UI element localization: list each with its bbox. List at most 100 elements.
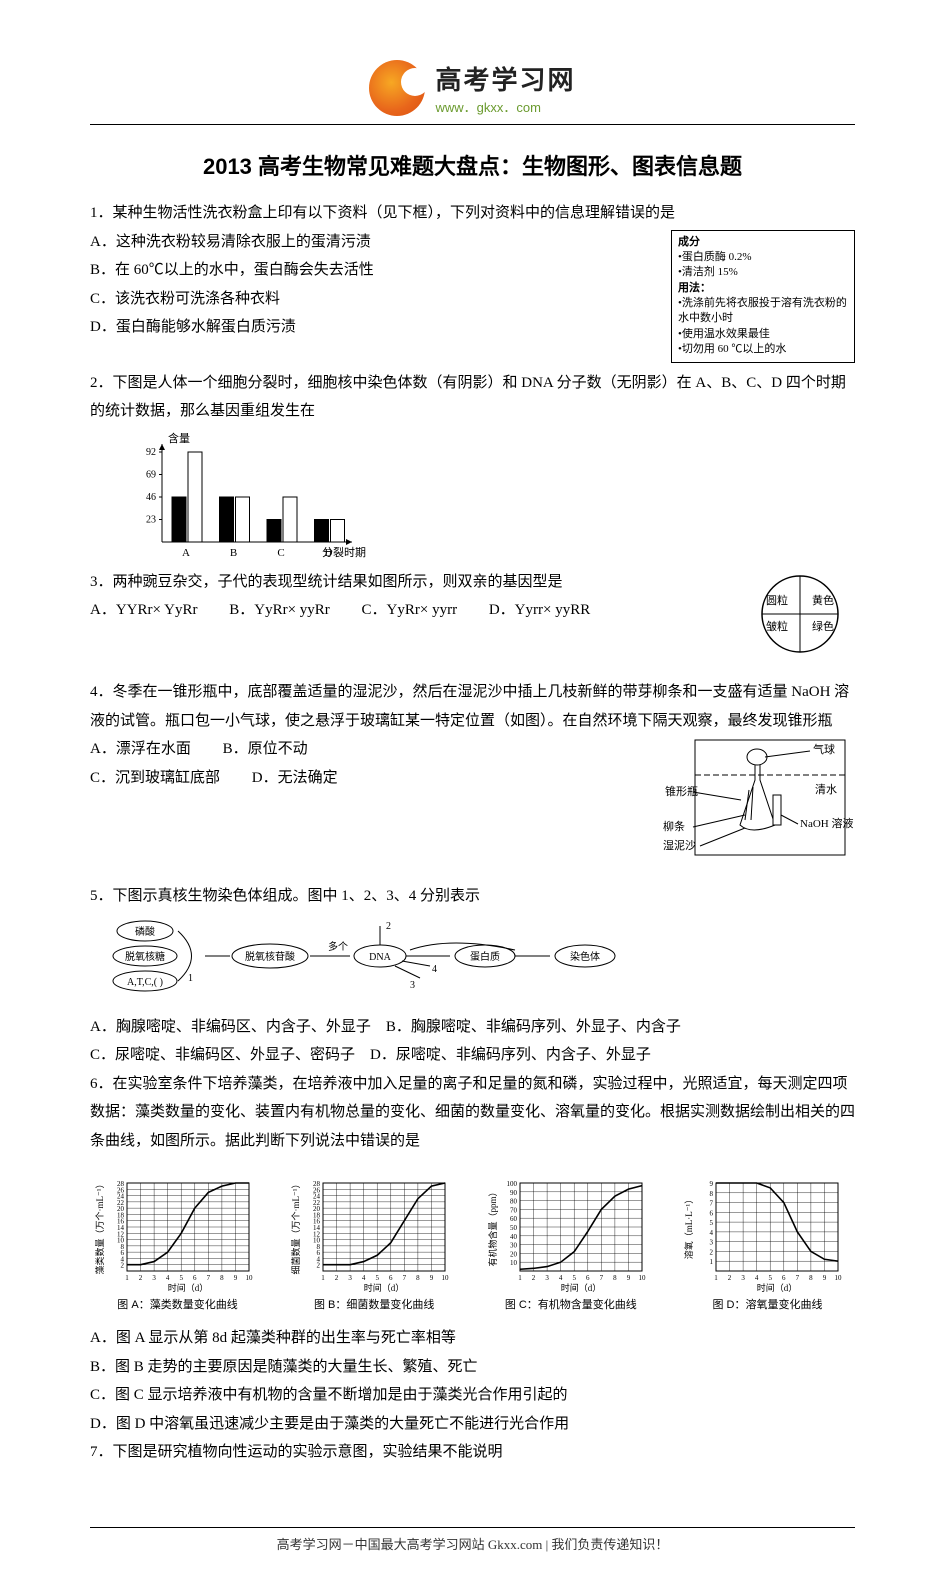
pie-label-tl: 圆粒 bbox=[766, 593, 788, 607]
q4-optC: C．沉到玻璃缸底部 bbox=[90, 764, 220, 793]
question-6: 6．在实验室条件下培养藻类，在培养液中加入足量的离子和足量的氮和磷，实验过程中，… bbox=[90, 1070, 855, 1438]
q6-optC: C．图 C 显示培养液中有机物的含量不断增加是由于藻类光合作用引起的 bbox=[90, 1381, 855, 1410]
lbl-naoh: NaOH 溶液 bbox=[800, 816, 853, 830]
q6d-caption: 图 D：溶氧量变化曲线 bbox=[680, 1295, 855, 1316]
q6-chart-c: 10203040506070809010012345678910时间（d）有机物… bbox=[483, 1163, 658, 1316]
svg-text:8: 8 bbox=[810, 1274, 814, 1282]
lbl-flask: 锥形瓶 bbox=[665, 784, 698, 798]
svg-text:10: 10 bbox=[442, 1274, 450, 1282]
q5-stem: 5．下图示真核生物染色体组成。图中 1、2、3、4 分别表示 bbox=[90, 882, 855, 911]
q6-optA: A．图 A 显示从第 8d 起藻类种群的出生率与死亡率相等 bbox=[90, 1324, 855, 1353]
q6c-caption: 图 C：有机物含量变化曲线 bbox=[483, 1295, 658, 1316]
page-title: 2013 高考生物常见难题大盘点：生物图形、图表信息题 bbox=[90, 149, 855, 181]
svg-text:7: 7 bbox=[710, 1200, 714, 1208]
svg-text:2: 2 bbox=[728, 1274, 732, 1282]
q6-chart-d: 12345678912345678910时间（d）溶氧（mL·L⁻¹） 图 D：… bbox=[680, 1163, 855, 1316]
svg-text:2: 2 bbox=[710, 1249, 714, 1257]
question-7: 7．下图是研究植物向性运动的实验示意图，实验结果不能说明 bbox=[90, 1438, 855, 1467]
svg-text:4: 4 bbox=[755, 1274, 759, 1282]
svg-text:含量: 含量 bbox=[168, 432, 190, 445]
svg-text:90: 90 bbox=[510, 1189, 518, 1197]
svg-text:A: A bbox=[182, 547, 190, 559]
svg-text:2: 2 bbox=[386, 921, 391, 932]
svg-text:100: 100 bbox=[506, 1180, 517, 1188]
q4-stem: 4．冬季在一锥形瓶中，底部覆盖适量的湿泥沙，然后在湿泥沙中插上几枝新鲜的带芽柳条… bbox=[90, 678, 855, 735]
svg-text:70: 70 bbox=[510, 1207, 518, 1215]
lbl-sand: 湿泥沙 bbox=[663, 839, 696, 852]
svg-text:2: 2 bbox=[335, 1274, 339, 1282]
svg-text:4: 4 bbox=[432, 964, 437, 975]
q1-box-l3: •清洁剂 15% bbox=[678, 265, 848, 280]
svg-text:6: 6 bbox=[389, 1274, 393, 1282]
svg-text:3: 3 bbox=[152, 1274, 156, 1282]
svg-text:3: 3 bbox=[410, 980, 415, 991]
svg-text:1: 1 bbox=[518, 1274, 522, 1282]
q4-optB: B．原位不动 bbox=[223, 735, 308, 764]
svg-text:C: C bbox=[277, 547, 284, 559]
svg-text:B: B bbox=[230, 547, 237, 559]
svg-text:92: 92 bbox=[146, 447, 156, 458]
svg-text:6: 6 bbox=[193, 1274, 197, 1282]
question-3: 圆粒 黄色 皱粒 绿色 3．两种豌豆杂交，子代的表现型统计结果如图所示，则双亲的… bbox=[90, 568, 855, 679]
svg-text:5: 5 bbox=[179, 1274, 183, 1282]
svg-text:磷酸: 磷酸 bbox=[135, 925, 155, 938]
q2-stem: 2．下图是人体一个细胞分裂时，细胞核中染色体数（有阴影）和 DNA 分子数（无阴… bbox=[90, 369, 855, 426]
lbl-willow: 柳条 bbox=[663, 819, 685, 833]
svg-text:蛋白质: 蛋白质 bbox=[470, 950, 500, 963]
q1-box-l2: •蛋白质酶 0.2% bbox=[678, 250, 848, 265]
svg-text:10: 10 bbox=[638, 1274, 646, 1282]
q3-options: A．YYRr× YyRr B．YyRr× yyRr C．YyRr× yyrr D… bbox=[90, 596, 855, 625]
svg-text:时间（d）: 时间（d） bbox=[757, 1282, 798, 1293]
svg-text:7: 7 bbox=[403, 1274, 407, 1282]
q1-box-l1: 成分 bbox=[678, 235, 848, 250]
svg-text:20: 20 bbox=[510, 1251, 518, 1259]
svg-text:1: 1 bbox=[715, 1274, 719, 1282]
q6-chart-a: 24681012141618202224262812345678910时间（d）… bbox=[90, 1163, 265, 1316]
q6-stem: 6．在实验室条件下培养藻类，在培养液中加入足量的离子和足量的氮和磷，实验过程中，… bbox=[90, 1070, 855, 1156]
svg-text:8: 8 bbox=[613, 1274, 617, 1282]
q3-optB: B．YyRr× yyRr bbox=[229, 596, 330, 625]
site-logo: 高考学习网 www．gkxx．com bbox=[90, 60, 855, 116]
svg-text:10: 10 bbox=[245, 1274, 253, 1282]
svg-text:8: 8 bbox=[220, 1274, 224, 1282]
svg-text:1: 1 bbox=[710, 1258, 714, 1266]
svg-text:脱氧核糖: 脱氧核糖 bbox=[125, 950, 165, 963]
svg-text:有机物含量（ppm）: 有机物含量（ppm） bbox=[487, 1188, 498, 1267]
q3-optD: D．Yyrr× yyRR bbox=[489, 596, 590, 625]
svg-text:9: 9 bbox=[710, 1180, 714, 1188]
q7-stem: 7．下图是研究植物向性运动的实验示意图，实验结果不能说明 bbox=[90, 1438, 855, 1467]
q5-optC: C．尿嘧啶、非编码区、外显子、密码子 bbox=[90, 1047, 355, 1063]
question-4: 4．冬季在一锥形瓶中，底部覆盖适量的湿泥沙，然后在湿泥沙中插上几枝新鲜的带芽柳条… bbox=[90, 678, 855, 882]
svg-text:9: 9 bbox=[233, 1274, 237, 1282]
svg-text:1: 1 bbox=[125, 1274, 129, 1282]
svg-text:2: 2 bbox=[532, 1274, 536, 1282]
q4-optD: D．无法确定 bbox=[252, 764, 338, 793]
svg-text:5: 5 bbox=[572, 1274, 576, 1282]
q6-optB: B．图 B 走势的主要原因是随藻类的大量生长、繁殖、死亡 bbox=[90, 1353, 855, 1382]
q2-bar-chart: 含量23466992ABCD分裂时期 bbox=[120, 432, 380, 562]
svg-text:60: 60 bbox=[510, 1215, 518, 1223]
question-1: 1．某种生物活性洗衣粉盒上印有以下资料（见下框），下列对资料中的信息理解错误的是… bbox=[90, 199, 855, 369]
q1-box-l6: •使用温水效果最佳 bbox=[678, 327, 848, 342]
svg-text:30: 30 bbox=[510, 1242, 518, 1250]
q3-stem: 3．两种豌豆杂交，子代的表现型统计结果如图所示，则双亲的基因型是 bbox=[90, 568, 855, 597]
q5-optB: B．胸腺嘧啶、非编码序列、外显子、内含子 bbox=[386, 1019, 681, 1035]
svg-text:2: 2 bbox=[138, 1274, 142, 1282]
page-footer: 高考学习网－中国最大高考学习网站 Gkxx.com | 我们负责传递知识！ bbox=[90, 1527, 855, 1553]
svg-text:时间（d）: 时间（d） bbox=[167, 1282, 208, 1293]
svg-text:5: 5 bbox=[769, 1274, 773, 1282]
lbl-balloon: 气球 bbox=[813, 742, 835, 756]
q1-info-box: 成分 •蛋白质酶 0.2% •清洁剂 15% 用法： •洗涤前先将衣服投于溶有洗… bbox=[671, 230, 855, 363]
svg-text:7: 7 bbox=[599, 1274, 603, 1282]
svg-text:23: 23 bbox=[146, 514, 156, 525]
svg-text:4: 4 bbox=[362, 1274, 366, 1282]
svg-text:多个: 多个 bbox=[328, 940, 348, 953]
q5-diagram: 磷酸 脱氧核糖 A,T,C,( ) 1 脱氧核苷酸 多个 DNA bbox=[110, 916, 855, 1007]
svg-text:3: 3 bbox=[349, 1274, 353, 1282]
logo-text-url: www．gkxx．com bbox=[435, 97, 575, 116]
svg-text:9: 9 bbox=[627, 1274, 631, 1282]
q1-box-l7: •切勿用 60 ℃以上的水 bbox=[678, 342, 848, 357]
svg-text:时间（d）: 时间（d） bbox=[364, 1282, 405, 1293]
question-5: 5．下图示真核生物染色体组成。图中 1、2、3、4 分别表示 磷酸 脱氧核糖 A… bbox=[90, 882, 855, 1070]
logo-swirl-icon bbox=[369, 60, 425, 116]
